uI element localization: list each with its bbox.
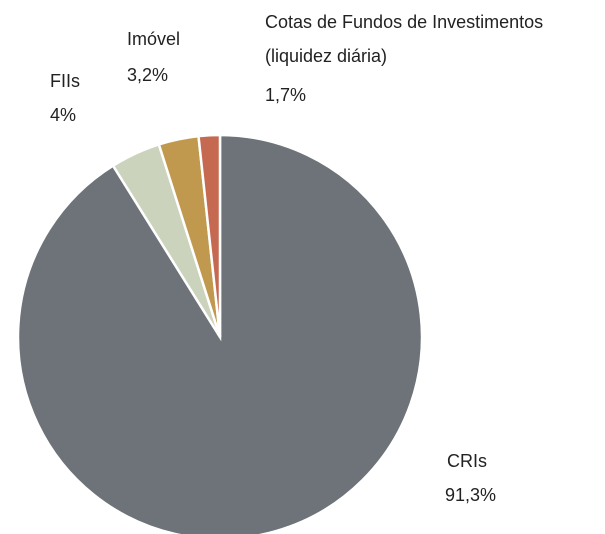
slice-value-label: 91,3% [445, 485, 497, 505]
slice-value-label: 3,2% [127, 65, 169, 85]
slice-value-label: 4% [50, 105, 77, 125]
slice-label: Cotas de Fundos de Investimentos (liquid… [265, 12, 544, 66]
slice-label: FIIs [50, 71, 80, 91]
slice-value-label: 1,7% [265, 85, 307, 105]
slice-label: Imóvel [127, 29, 181, 49]
slice-label: CRIs [447, 451, 487, 471]
pie-slice [197, 133, 222, 338]
